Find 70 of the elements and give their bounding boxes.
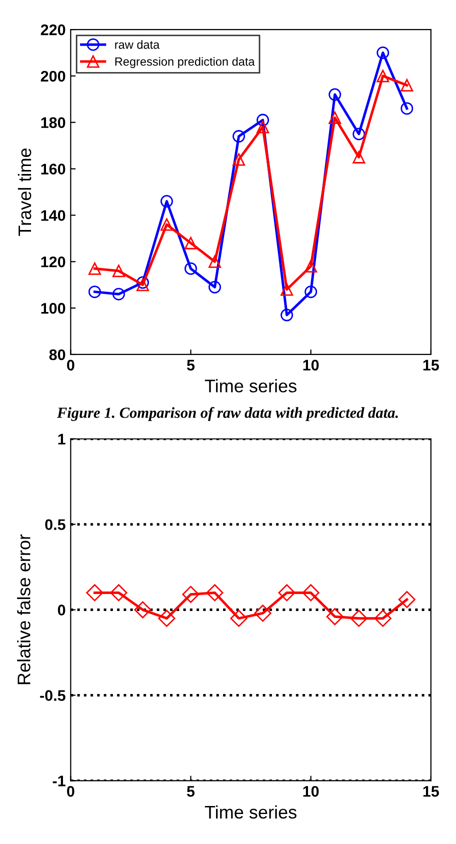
point — [374, 610, 392, 627]
y-tick-label: -0.5 — [40, 690, 66, 701]
y-tick-label: 140 — [41, 210, 66, 221]
point — [304, 286, 318, 298]
point — [304, 260, 318, 273]
y-tick-label: 200 — [40, 70, 66, 82]
y-tick-label: 80 — [49, 349, 66, 360]
point — [160, 195, 173, 208]
point — [208, 280, 222, 294]
y-tick-label: 1 — [58, 434, 66, 444]
y-tick-label: 0.5 — [45, 519, 66, 530]
x-tick-label: 10 — [303, 360, 319, 371]
x-tick-label: 5 — [186, 786, 195, 797]
y-axis-title: Relative false error — [17, 534, 30, 684]
x-tick-label: 15 — [423, 360, 439, 371]
point — [328, 111, 342, 124]
y-tick-label: 220 — [40, 24, 66, 36]
point — [136, 278, 149, 292]
point — [230, 610, 248, 627]
point — [136, 276, 149, 289]
point — [400, 78, 414, 92]
point — [328, 88, 342, 101]
point — [376, 70, 390, 82]
point — [232, 130, 246, 143]
y-tick-label: 0 — [58, 604, 66, 616]
point — [184, 262, 198, 275]
point — [184, 236, 198, 250]
point — [112, 264, 125, 278]
point — [112, 288, 125, 300]
point — [350, 610, 368, 627]
x-tick-label: 10 — [303, 786, 319, 797]
y-tick-label: -1 — [52, 776, 66, 786]
y-axis-title: Travel time — [18, 148, 32, 236]
point — [134, 601, 152, 618]
point — [400, 102, 414, 115]
y-tick-label: 160 — [41, 164, 66, 174]
point — [352, 128, 366, 140]
point — [278, 584, 296, 602]
x-tick-label: 0 — [67, 786, 74, 797]
point — [398, 590, 416, 608]
point — [232, 153, 246, 166]
y-tick-label: 100 — [41, 302, 66, 314]
legend-label: raw data — [115, 40, 160, 49]
y-tick-label: 120 — [41, 256, 66, 268]
point — [280, 283, 294, 296]
x-tick-label: 0 — [67, 360, 74, 371]
point — [280, 308, 294, 322]
legend-label: Regression prediction data — [115, 57, 255, 68]
point — [376, 46, 390, 59]
point — [208, 255, 222, 268]
point — [158, 610, 176, 627]
y-tick-label: 180 — [41, 117, 66, 128]
point — [352, 150, 366, 164]
x-tick-label: 5 — [186, 360, 195, 371]
point — [256, 114, 270, 126]
caption: Figure 1. Comparison of raw data with predicted data. — [56, 407, 398, 422]
x-axis-title: Time series — [204, 379, 296, 392]
point — [88, 286, 101, 298]
point — [86, 584, 104, 602]
point — [182, 586, 200, 603]
x-axis-title: Time series — [204, 805, 296, 819]
point — [206, 584, 224, 602]
point — [110, 584, 128, 602]
point — [254, 604, 272, 622]
point — [302, 584, 320, 602]
point — [326, 608, 344, 626]
point — [256, 120, 270, 134]
point — [88, 262, 101, 275]
x-tick-label: 15 — [423, 786, 439, 797]
point — [160, 218, 173, 231]
